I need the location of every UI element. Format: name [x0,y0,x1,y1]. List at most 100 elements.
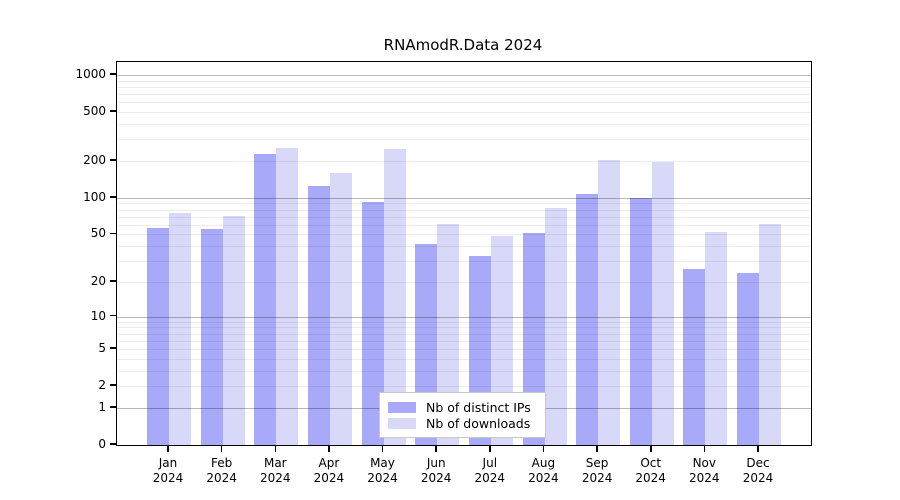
y-tick-label: 200 [83,153,106,167]
x-tick-label: Dec 2024 [742,456,774,485]
gridline-minor [117,209,811,211]
x-tick-label: Aug 2024 [528,456,559,485]
y-tick-mark [110,159,116,161]
gridline-minor [117,370,811,372]
y-tick-mark [110,196,116,198]
bar-downloads [169,213,191,445]
bar-distinct-ips [683,268,706,445]
bar-downloads [544,208,567,445]
bar-distinct-ips [307,185,330,445]
legend-label-distinct-ips: Nb of distinct IPs [426,399,531,415]
x-tick-label: Jan 2024 [152,456,184,485]
gridline-minor [117,224,811,226]
gridline-minor [117,112,811,114]
bar-downloads [276,148,299,445]
x-tick-label: May 2024 [367,456,398,485]
bar-downloads [759,224,781,445]
x-tick-mark [542,446,545,452]
x-tick-mark [381,446,384,452]
x-tick-label: Oct 2024 [635,456,666,485]
gridline-minor [117,333,811,335]
bar-downloads [651,161,674,445]
x-tick-label: Mar 2024 [260,456,291,485]
y-tick-mark [110,73,116,75]
x-tick-label: Nov 2024 [689,456,720,485]
y-tick-mark [110,406,116,408]
y-tick-label: 50 [90,226,106,241]
gridline-minor [117,94,811,96]
legend-row-distinct-ips: Nb of distinct IPs [388,399,531,415]
y-tick-label: 0 [98,437,106,451]
x-tick-mark [596,446,598,452]
gridline-major [117,316,811,318]
y-tick-label: 1000 [75,67,106,81]
plot-area: Nb of distinct IPs Nb of downloads [116,61,812,446]
bar-distinct-ips [147,227,169,445]
y-tick-mark [110,232,116,235]
y-tick-mark [110,347,116,349]
gridline-minor [117,161,811,162]
x-tick-label: Sep 2024 [581,456,613,485]
gridline-minor [117,340,811,342]
gridline-minor [117,281,811,283]
x-tick-mark [703,446,706,452]
y-tick-mark [110,384,116,386]
gridline-minor [117,216,811,218]
y-tick-label: 1 [98,399,106,414]
x-tick-mark [435,446,437,452]
bar-downloads [598,159,621,445]
bar-downloads [329,172,352,445]
bar-downloads [383,149,406,445]
x-tick-label: Apr 2024 [313,456,345,485]
bar-downloads [222,216,245,445]
bar-distinct-ips [361,202,384,445]
x-tick-label: Jun 2024 [420,456,452,485]
gridline-minor [117,102,811,104]
bar-distinct-ips [254,153,277,445]
bar-distinct-ips [629,197,652,445]
gridline-major [117,75,811,76]
y-tick-label: 100 [83,189,106,204]
x-tick-mark [650,446,652,452]
gridline-minor [117,321,811,323]
x-tick-mark [167,446,169,452]
gridline-major [117,197,811,199]
x-tick-mark [328,446,330,452]
bar-distinct-ips [200,229,223,445]
y-tick-label: 2 [98,378,106,393]
x-tick-label: Feb 2024 [206,456,237,485]
gridline-minor [117,327,811,329]
y-tick-mark [110,314,116,317]
legend-row-downloads: Nb of downloads [388,415,531,431]
chart-title: RNAmodR.Data 2024 [383,36,543,54]
gridline-minor [117,246,811,248]
gridline-minor [117,80,811,82]
bar-downloads [437,224,460,445]
y-tick-label: 5 [98,341,106,355]
y-tick-label: 500 [83,104,106,119]
y-tick-label: 10 [90,308,106,323]
gridline-minor [117,203,811,205]
gridline-minor [117,349,811,350]
y-tick-mark [110,110,116,112]
gridline-minor [117,124,811,125]
gridline-minor [117,386,811,388]
legend-swatch-downloads [388,417,416,429]
legend-swatch-distinct-ips [388,401,416,413]
bar-distinct-ips [737,272,759,445]
x-tick-mark [274,446,276,452]
gridline-minor [117,139,811,141]
x-tick-mark [489,446,491,452]
y-tick-label: 20 [90,273,106,288]
gridline-minor [117,358,811,360]
x-tick-label: Jul 2024 [474,456,506,485]
gridline-minor [117,234,811,236]
gridline-minor [117,86,811,88]
legend: Nb of distinct IPs Nb of downloads [379,392,546,438]
bar-distinct-ips [576,194,599,445]
bar-downloads [705,232,728,445]
legend-label-downloads: Nb of downloads [426,415,531,431]
y-tick-mark [110,443,116,445]
x-tick-mark [757,446,759,452]
